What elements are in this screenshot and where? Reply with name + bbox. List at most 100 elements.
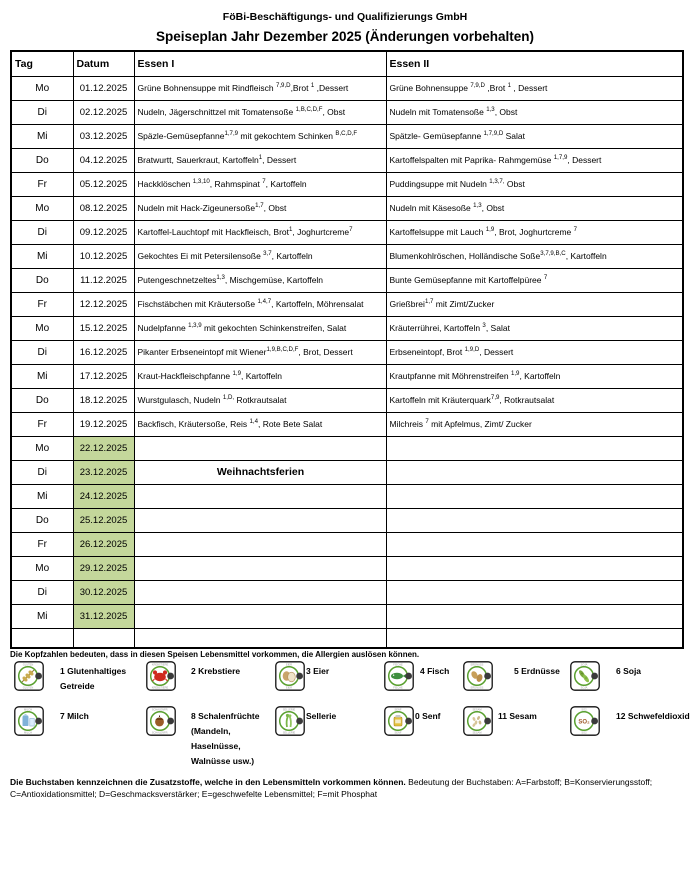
meal-1-cell [133, 435, 387, 461]
egg-icon: EIER EIER [275, 661, 305, 691]
day-cell: Mi [10, 243, 74, 269]
day-cell: Mi [10, 603, 74, 629]
date-cell: 03.12.2025 [72, 123, 135, 149]
meal-1-cell [133, 579, 387, 605]
column-header-essen2: Essen II [385, 50, 684, 77]
meal-2-cell: Kräuterrührei, Kartoffeln 3, Salat [385, 315, 684, 341]
meal-2-cell [385, 459, 684, 485]
table-row: Di 23.12.2025 Weihnachtsferien [10, 459, 684, 485]
svg-text:SO2: SO2 [581, 731, 587, 735]
allergen-label: 11 Sesam [498, 711, 537, 721]
allergen-item: SCHALENFR. SCHALENFR. 8 Schalenfrüchte (Ma… [146, 706, 260, 769]
meal-2-cell: Kartoffeln mit Kräuterquark7,9, Rotkraut… [385, 387, 684, 413]
meal-2-cell: Puddingsuppe mit Nudeln 1,3,7, Obst [385, 171, 684, 197]
meal-2-cell: Grüne Bohnensuppe 7,9,D ,Brot 1 , Desser… [385, 75, 684, 101]
meal-1-cell: Bratwurtt, Sauerkraut, Kartoffeln1, Dess… [133, 147, 387, 173]
day-cell: Do [10, 387, 74, 413]
svg-text:SOJA: SOJA [581, 663, 588, 667]
allergen-label: 7 Milch [60, 711, 89, 721]
date-cell: 05.12.2025 [72, 171, 135, 197]
meal-2-cell: Kartoffelsuppe mit Lauch 1,9, Brot, Jogh… [385, 219, 684, 245]
table-row: Do 04.12.2025 Bratwurtt, Sauerkraut, Kar… [10, 147, 684, 173]
sesame-icon: SESAM SESAM [463, 706, 493, 736]
meal-1-cell [133, 555, 387, 581]
table-header-row: Tag Datum Essen I Essen II [10, 50, 684, 77]
meal-2-cell: Spätzle- Gemüsepfanne 1,7,9,D Salat [385, 123, 684, 149]
meal-2-cell: Nudeln mit Tomatensoße 1,3, Obst [385, 99, 684, 125]
day-cell [10, 627, 74, 649]
allergen-label: 12 Schwefeldioxid [616, 711, 690, 721]
day-cell: Fr [10, 411, 74, 437]
svg-text:SOJA: SOJA [581, 686, 588, 690]
day-cell: Mi [10, 363, 74, 389]
meal-1-cell [133, 603, 387, 629]
meal-1-cell: Nudelpfanne 1,3,9 mit gekochten Schinken… [133, 315, 387, 341]
meal-1-cell [133, 483, 387, 509]
allergen-item: FISCHE FISCHE 4 Fisch [384, 661, 449, 691]
meal-2-cell [385, 627, 684, 649]
allergen-label: 6 Soja [616, 666, 642, 676]
table-row: Di 30.12.2025 [10, 579, 684, 605]
crab-icon: KREBSTIERE KREBSTIERE [146, 661, 176, 691]
table-row: Mo 08.12.2025 Nudeln mit Hack-Zigeunerso… [10, 195, 684, 221]
allergen-label: 8 Schalenfrüchte (Mandeln, Haselnüsse, W… [191, 711, 260, 766]
meal-2-cell: Kartoffelspalten mit Paprika- Rahmgemüse… [385, 147, 684, 173]
svg-text:GLUTEN: GLUTEN [23, 686, 34, 690]
svg-text:KREBSTIERE: KREBSTIERE [152, 663, 169, 667]
svg-text:GLUTEN: GLUTEN [23, 663, 34, 667]
soy-icon: SOJA SOJA [570, 661, 600, 691]
date-cell: 11.12.2025 [72, 267, 135, 293]
meal-1-cell: Kraut-Hackfleischpfanne 1,9, Kartoffeln [133, 363, 387, 389]
date-cell: 30.12.2025 [72, 579, 135, 605]
mustard-icon: SENF SENF [384, 706, 414, 736]
additives-note: Die Buchstaben kennzeichnen die Zusatzst… [10, 777, 670, 800]
meal-2-cell: Blumenkohlröschen, Holländische Soße3,7,… [385, 243, 684, 269]
menu-table: Tag Datum Essen I Essen II Mo 01.12.2025… [10, 50, 684, 649]
date-cell: 31.12.2025 [72, 603, 135, 629]
allergen-item: SELLERIE SELLERIE Sellerie [275, 706, 336, 736]
svg-text:SELLERIE: SELLERIE [283, 731, 296, 735]
allergen-label: Sellerie [306, 711, 337, 721]
svg-text:SO₂: SO₂ [578, 720, 590, 726]
day-cell: Mo [10, 315, 74, 341]
meal-1-cell [133, 531, 387, 557]
meal-2-cell: Grießbrei1,7 mit Zimt/Zucker [385, 291, 684, 317]
allergen-label: 4 Fisch [420, 666, 450, 676]
allergen-label: 2 Krebstiere [191, 666, 241, 676]
company-name: FöBi-Beschäftigungs- und Qualifizierungs… [222, 11, 468, 23]
date-cell: 09.12.2025 [72, 219, 135, 245]
svg-text:SCHALENFR.: SCHALENFR. [152, 731, 169, 735]
page-title: Speiseplan Jahr Dezember 2025 (Änderunge… [155, 29, 535, 44]
svg-text:ERDNUSS: ERDNUSS [471, 663, 484, 667]
date-cell: 23.12.2025 [72, 459, 135, 485]
day-cell: Mi [10, 483, 74, 509]
table-row: Mi 24.12.2025 [10, 483, 684, 509]
date-cell: 10.12.2025 [72, 243, 135, 269]
meal-2-cell: Nudeln mit Käsesoße 1,3, Obst [385, 195, 684, 221]
table-row: Mo 22.12.2025 [10, 435, 684, 461]
meal-2-cell: Milchreis 7 mit Apfelmus, Zimt/ Zucker [385, 411, 684, 437]
fish-icon: FISCHE FISCHE [384, 661, 414, 691]
additives-note-rest: Bedeutung der Buchstaben: A=Farbstoff; B… [10, 777, 653, 799]
allergen-label: 5 Erdnüsse [514, 666, 560, 676]
date-cell: 04.12.2025 [72, 147, 135, 173]
table-row: Di 09.12.2025 Kartoffel-Lauchtopf mit Ha… [10, 219, 684, 245]
meal-2-cell: Erbseneintopf, Brot 1,9,D, Dessert [385, 339, 684, 365]
date-cell: 29.12.2025 [72, 555, 135, 581]
svg-text:SENF: SENF [395, 731, 402, 735]
allergen-item: SO2 SO₂ SO2 12 Schwefeldioxid [570, 706, 690, 736]
allergen-item: MILCH MILCH 7 Milch [14, 706, 89, 736]
meal-2-cell: Bunte Gemüsepfanne mit Kartoffelpüree 7 [385, 267, 684, 293]
meal-2-cell [385, 555, 684, 581]
day-cell: Di [10, 459, 74, 485]
allergen-label: 3 Eier [306, 666, 330, 676]
meal-1-cell: Nudeln mit Hack-Zigeunersoße1,7, Obst [133, 195, 387, 221]
celery-icon: SELLERIE SELLERIE [275, 706, 305, 736]
day-cell: Mo [10, 75, 74, 101]
day-cell: Di [10, 99, 74, 125]
date-cell: 01.12.2025 [72, 75, 135, 101]
svg-text:EIER: EIER [286, 686, 292, 690]
day-cell: Do [10, 507, 74, 533]
meal-2-cell [385, 435, 684, 461]
